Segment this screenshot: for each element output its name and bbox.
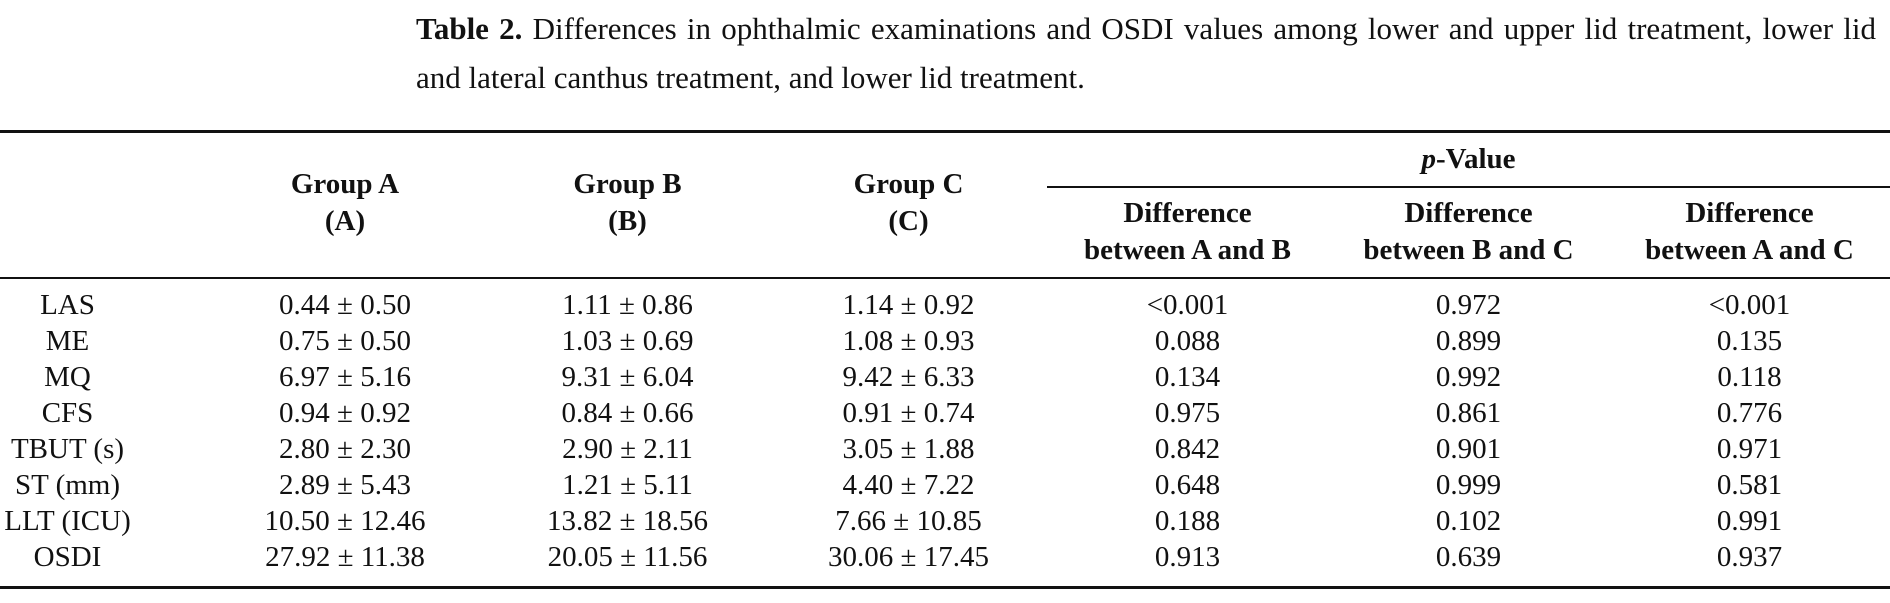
group-a-value: 6.97 ± 5.16 [279,361,411,393]
row-label: CFS [41,397,94,429]
p-value-ac: 0.971 [1716,433,1783,465]
header-group-c-code: (C) [888,205,929,237]
group-b-value: 1.21 ± 5.11 [562,469,693,501]
header-group-b-name: Group B [573,168,682,200]
group-b-value: 13.82 ± 18.56 [547,505,708,537]
group-b-value: 1.03 ± 0.69 [561,325,694,357]
group-c-value: 1.14 ± 0.92 [842,289,975,321]
group-b-value: 0.84 ± 0.66 [561,397,694,429]
group-c-value: 7.66 ± 10.85 [835,505,982,537]
table-row: TBUT (s) 2.80 ± 2.30 2.90 ± 2.11 3.05 ± … [0,431,1890,467]
group-c-value: 4.40 ± 7.22 [842,469,975,501]
group-c-value: 30.06 ± 17.45 [828,541,989,573]
row-label: ME [45,325,90,357]
header-group-b-code: (B) [608,205,647,237]
header-diff-ac: Difference between A and C [1609,195,1890,269]
table-row: MQ 6.97 ± 5.16 9.31 ± 6.04 9.42 ± 6.33 0… [0,359,1890,395]
group-c-value: 9.42 ± 6.33 [842,361,975,393]
p-value-ac: 0.118 [1717,361,1782,393]
table-label: Table 2. [416,11,523,46]
p-value-ab: 0.088 [1154,325,1221,357]
p-value-rule [1047,186,1890,188]
row-label: OSDI [33,541,102,573]
p-value-ab: 0.188 [1154,505,1221,537]
header-group-a-name: Group A [290,168,400,200]
p-value-bc: 0.861 [1435,397,1502,429]
group-c-value: 1.08 ± 0.93 [842,325,975,357]
table-row: ST (mm) 2.89 ± 5.43 1.21 ± 5.11 4.40 ± 7… [0,467,1890,503]
p-value-ab: 0.842 [1154,433,1221,465]
row-label: LAS [40,289,95,321]
table-row: ME 0.75 ± 0.50 1.03 ± 0.69 1.08 ± 0.93 0… [0,323,1890,359]
p-value-prefix: p [1421,143,1437,175]
p-value-bc: 0.899 [1435,325,1502,357]
p-value-bc: 0.972 [1435,289,1502,321]
p-value-ac: 0.937 [1716,541,1783,573]
table-bottom-rule [0,586,1890,589]
group-a-value: 27.92 ± 11.38 [265,541,425,573]
p-value-bc: 0.102 [1435,505,1502,537]
group-a-value: 2.89 ± 5.43 [279,469,411,501]
p-value-ac: 0.991 [1716,505,1783,537]
group-c-value: 0.91 ± 0.74 [842,397,975,429]
row-label: TBUT (s) [10,433,125,465]
p-value-bc: 0.639 [1435,541,1502,573]
table-row: CFS 0.94 ± 0.92 0.84 ± 0.66 0.91 ± 0.74 … [0,395,1890,431]
table-top-rule [0,130,1890,133]
header-diff-bc: Difference between B and C [1328,195,1609,269]
p-value-ab: <0.001 [1146,289,1229,321]
p-value-ac: <0.001 [1708,289,1791,321]
table-row: LLT (ICU) 10.50 ± 12.46 13.82 ± 18.56 7.… [0,503,1890,539]
header-diff-ac-line1: Difference [1685,197,1814,229]
row-label: ST (mm) [15,469,120,501]
caption-text: Differences in ophthalmic examinations a… [416,11,1877,95]
header-diff-ac-line2: between A and C [1645,234,1854,266]
group-b-value: 2.90 ± 2.11 [562,433,693,465]
header-diff-ab-line1: Difference [1123,197,1252,229]
p-value-ac: 0.776 [1716,397,1783,429]
group-b-value: 20.05 ± 11.56 [547,541,708,573]
p-value-ab: 0.134 [1154,361,1221,393]
p-value-ab: 0.913 [1154,541,1221,573]
header-group-c: Group C (C) [770,166,1047,240]
p-value-ab: 0.648 [1154,469,1221,501]
p-value-header: p-Value [1047,141,1890,178]
header-bottom-rule [0,277,1890,279]
p-value-suffix: -Value [1436,143,1516,175]
header-group-b: Group B (B) [485,166,770,240]
header-group-a: Group A (A) [205,166,485,240]
table-caption: Table 2. Differences in ophthalmic exami… [416,4,1876,102]
group-a-value: 0.94 ± 0.92 [279,397,411,429]
header-group-a-code: (A) [324,205,366,237]
p-value-ac: 0.135 [1716,325,1783,357]
p-value-bc: 0.992 [1435,361,1502,393]
header-group-c-name: Group C [853,168,964,200]
header-diff-bc-line1: Difference [1404,197,1533,229]
table-row: LAS 0.44 ± 0.50 1.11 ± 0.86 1.14 ± 0.92 … [0,287,1890,323]
p-value-ab: 0.975 [1154,397,1221,429]
p-value-bc: 0.999 [1435,469,1502,501]
row-label: MQ [44,361,91,393]
group-b-value: 1.11 ± 0.86 [562,289,693,321]
table-row: OSDI 27.92 ± 11.38 20.05 ± 11.56 30.06 ±… [0,539,1890,575]
group-a-value: 0.44 ± 0.50 [279,289,411,321]
group-a-value: 10.50 ± 12.46 [264,505,426,537]
header-diff-ab-line2: between A and B [1083,234,1292,266]
header-diff-bc-line2: between B and C [1363,234,1574,266]
header-diff-ab: Difference between A and B [1047,195,1328,269]
p-value-ac: 0.581 [1716,469,1783,501]
group-c-value: 3.05 ± 1.88 [842,433,975,465]
row-label: LLT (ICU) [4,505,131,537]
p-value-bc: 0.901 [1435,433,1502,465]
group-a-value: 0.75 ± 0.50 [279,325,411,357]
group-b-value: 9.31 ± 6.04 [561,361,694,393]
group-a-value: 2.80 ± 2.30 [279,433,411,465]
